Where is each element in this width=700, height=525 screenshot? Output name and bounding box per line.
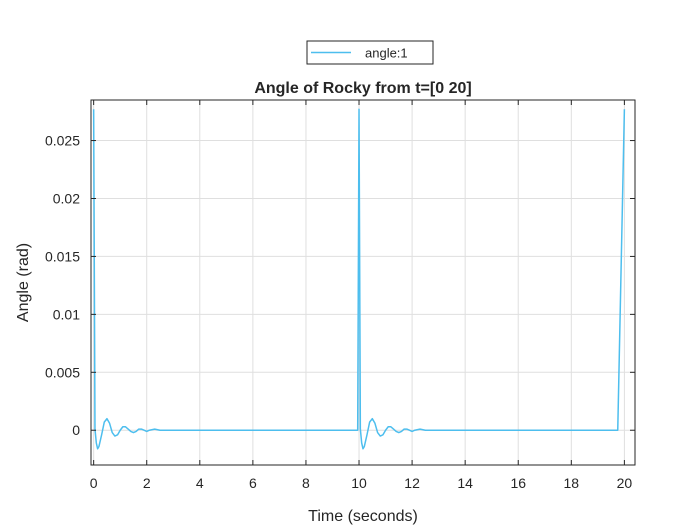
x-tick-label: 12 bbox=[404, 475, 420, 491]
y-tick-label: 0.025 bbox=[45, 133, 80, 149]
x-tick-label: 20 bbox=[617, 475, 633, 491]
y-tick-label: 0.02 bbox=[53, 190, 80, 206]
chart-title: Angle of Rocky from t=[0 20] bbox=[254, 80, 471, 97]
legend-entry: angle:1 bbox=[365, 46, 408, 61]
series-line bbox=[92, 108, 626, 450]
x-tick-label: 16 bbox=[510, 475, 526, 491]
x-tick-label: 8 bbox=[302, 475, 310, 491]
y-tick-label: 0.015 bbox=[45, 248, 80, 264]
series-layer bbox=[92, 108, 626, 450]
axes-box bbox=[90, 99, 636, 466]
x-tick-label: 14 bbox=[457, 475, 473, 491]
y-tick-label: 0.005 bbox=[45, 364, 80, 380]
plot-area bbox=[91, 100, 635, 465]
x-tick-label: 18 bbox=[564, 475, 580, 491]
x-axis-label: Time (seconds) bbox=[308, 508, 418, 525]
grid bbox=[91, 100, 635, 465]
x-tick-label: 0 bbox=[90, 475, 98, 491]
legend[interactable]: angle:1 bbox=[306, 40, 434, 65]
ticks: 0 2 4 6 8 10 12 14 16 18 20 0 0.005 0.01 0.015 0.02 0.02… bbox=[45, 100, 635, 491]
legend-box bbox=[306, 40, 434, 65]
x-tick-label: 10 bbox=[351, 475, 367, 491]
y-tick-label: 0.01 bbox=[53, 306, 80, 322]
y-axis-label: Angle (rad) bbox=[15, 243, 32, 322]
x-tick-label: 4 bbox=[196, 475, 204, 491]
x-tick-label: 6 bbox=[249, 475, 257, 491]
y-tick-label: 0 bbox=[72, 422, 80, 438]
x-tick-label: 2 bbox=[143, 475, 151, 491]
